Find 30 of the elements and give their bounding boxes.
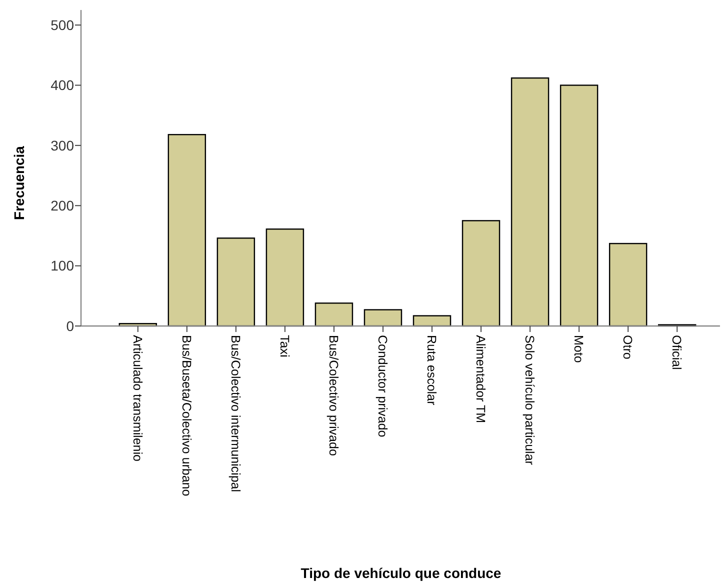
bar bbox=[510, 77, 550, 327]
bar bbox=[412, 315, 452, 327]
x-tick-label: Otro bbox=[620, 335, 635, 360]
bar bbox=[168, 134, 206, 327]
x-axis-title: Tipo de vehículo que conduce bbox=[300, 565, 502, 581]
x-tick-label: Solo vehículo particular bbox=[522, 335, 537, 465]
y-tick-label: 400 bbox=[50, 77, 74, 94]
x-tick-label: Bus/Colectivo privado bbox=[326, 335, 341, 456]
bar bbox=[314, 302, 354, 327]
y-tick-label: 100 bbox=[50, 258, 74, 274]
bar bbox=[266, 228, 304, 327]
bar bbox=[560, 84, 598, 327]
bar bbox=[608, 242, 648, 327]
bar bbox=[462, 220, 500, 327]
bar bbox=[216, 238, 256, 327]
x-tick-label: Articulado transmilenio bbox=[130, 335, 145, 462]
x-tick-label: Bus/Buseta/Colectivo urbano bbox=[180, 335, 194, 496]
x-tick-label: Bus/Colectivo intermunicipal bbox=[228, 335, 243, 492]
x-tick-label: Taxi bbox=[278, 335, 292, 358]
y-tick-label: 300 bbox=[50, 137, 74, 154]
y-tick-label: 500 bbox=[50, 16, 74, 33]
x-tick-label: Ruta escolar bbox=[424, 335, 439, 406]
y-tick-label: 0 bbox=[66, 318, 74, 334]
x-tick-label: Moto bbox=[572, 335, 586, 363]
y-axis-title: Frecuencia bbox=[11, 146, 27, 220]
x-tick-label: Oficial bbox=[670, 335, 684, 370]
x-tick-label: Alimentador TM bbox=[474, 335, 488, 423]
x-tick-label: Conductor privado bbox=[376, 335, 390, 438]
y-tick-label: 200 bbox=[50, 198, 74, 214]
bar bbox=[364, 309, 402, 327]
